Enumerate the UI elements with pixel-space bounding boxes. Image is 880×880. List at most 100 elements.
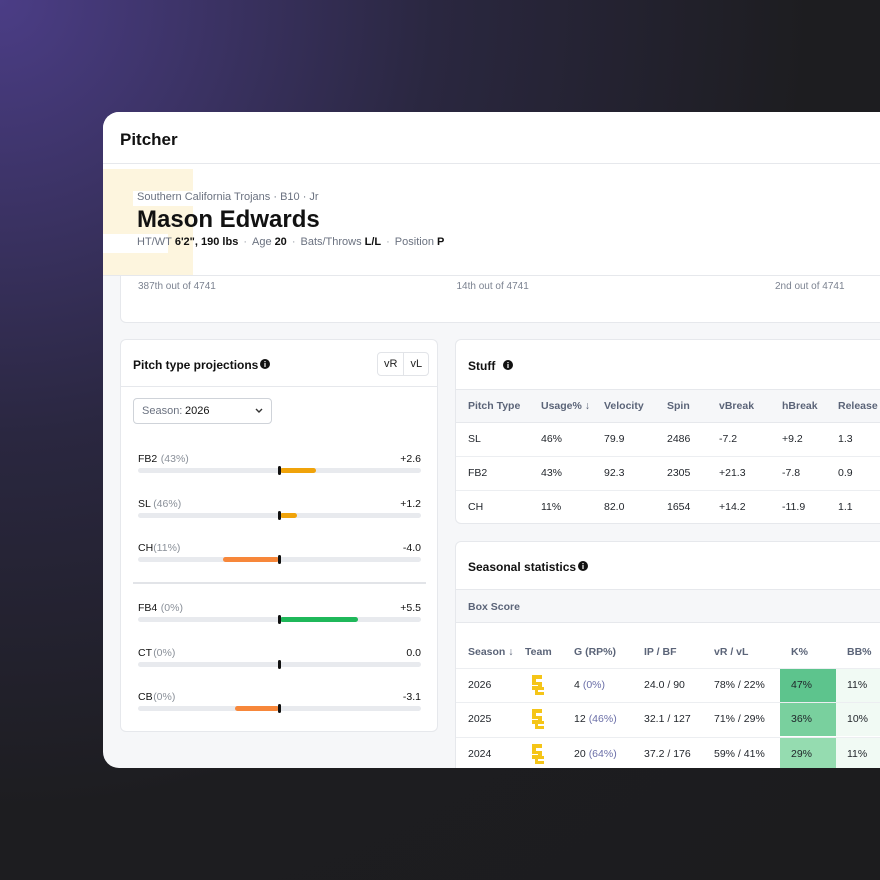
column-header: Spin	[667, 400, 690, 412]
pitch-value: -4.0	[402, 542, 421, 555]
center-tick	[278, 659, 281, 669]
bb-cell	[836, 703, 880, 737]
group-divider	[133, 582, 426, 584]
row-divider	[456, 668, 880, 669]
section-label: Box Score	[468, 601, 520, 613]
profile: Southern California Trojans · B10 · Jr M…	[103, 164, 880, 276]
detail-value: P	[436, 236, 445, 248]
projection-bar	[222, 557, 280, 563]
pitch-usage: (0%)	[160, 602, 183, 614]
team-logo	[532, 709, 544, 730]
detail-value: 20	[274, 236, 287, 248]
cell: -11.9	[782, 501, 806, 513]
cell: 2305	[667, 467, 691, 479]
projection-bar	[235, 706, 280, 712]
cell: 78% / 22%	[714, 679, 765, 691]
cell: 47%	[791, 679, 813, 691]
separator: ·	[291, 236, 296, 248]
info-icon[interactable]	[503, 360, 513, 370]
cell: 12 (46%)	[574, 713, 617, 725]
cell: 1654	[667, 501, 691, 513]
projection-bar	[279, 512, 297, 518]
detail-value: 6'2", 190 lbs	[174, 236, 239, 248]
cell: 1.1	[838, 501, 853, 513]
rank-label: 2nd out of 4741	[775, 281, 845, 292]
team-logo	[532, 743, 544, 764]
season-select[interactable]: Season: 2026	[133, 398, 272, 424]
header-bar: Pitcher	[103, 112, 880, 164]
pitch-value: +5.5	[400, 602, 421, 614]
pitch-usage: (0%)	[153, 646, 176, 659]
pitch-usage: (11%)	[153, 542, 181, 555]
info-icon[interactable]	[578, 561, 588, 571]
column-header: vBreak	[719, 400, 755, 412]
pitch-name: CB	[138, 691, 153, 704]
info-icon[interactable]	[260, 359, 270, 369]
separator: ·	[243, 236, 247, 248]
row-divider	[456, 736, 880, 738]
bb-cell	[836, 669, 880, 702]
cell: 82.0	[604, 501, 625, 513]
toggle-button[interactable]: vL	[403, 353, 428, 375]
page-title: Pitcher	[120, 130, 178, 149]
profile-subtitle: Southern California Trojans · B10 · Jr	[137, 191, 319, 203]
center-tick	[278, 466, 281, 475]
pitch-usage: (43%)	[160, 453, 189, 465]
panel-title: Stuff	[468, 359, 496, 373]
select-value: 2026	[185, 405, 210, 417]
cell: 4 (0%)	[574, 679, 605, 691]
team-logo	[532, 675, 544, 695]
cell: FB2	[468, 467, 488, 479]
cell: 1.3	[838, 433, 853, 445]
pitch-name: CT	[138, 646, 152, 659]
pitch-name: CH	[138, 542, 154, 555]
pitcher-card: Pitcher 387th out of 4741 14th out of 474…	[103, 112, 880, 768]
cell: 43%	[541, 467, 563, 479]
panel-title: Seasonal statistics	[468, 560, 577, 574]
rank-label: 387th out of 4741	[138, 281, 216, 292]
stuff-panel: Stuff Pitch Type Usage% ↓ Velocity Spin vBre…	[455, 339, 880, 524]
games: 4	[574, 679, 580, 691]
column-header: Velocity	[604, 400, 644, 412]
player-name: Mason Edwards	[137, 206, 320, 233]
divider	[121, 386, 437, 387]
detail-value: L/L	[364, 236, 382, 248]
cell: 11%	[847, 747, 868, 760]
column-header: IP / BF	[644, 646, 677, 658]
cell: 79.9	[604, 433, 625, 445]
select-label: Season:	[142, 405, 183, 417]
column-header: BB%	[847, 646, 872, 658]
chevron	[255, 408, 263, 413]
cell: 59% / 41%	[714, 747, 765, 760]
cell: 20 (64%)	[574, 748, 617, 760]
panel-title: Pitch type projections	[133, 358, 259, 372]
separator: ·	[386, 236, 390, 248]
split-toggle: vR vL	[377, 352, 430, 376]
k-cell	[780, 737, 836, 768]
column-header: Release S	[838, 400, 880, 412]
profile-details: HT/WT 6'2", 190 lbs · Age 20 · Bats/Throws L/L ·…	[137, 236, 444, 248]
cell: +14.2	[719, 501, 746, 513]
cell: 2025	[468, 713, 492, 726]
cell: CH	[468, 501, 484, 513]
detail-label: Position	[394, 236, 434, 248]
column-header: vR / vL	[714, 646, 749, 658]
cell: 37.2 / 176	[644, 747, 691, 760]
rp-pct: (46%)	[588, 713, 617, 726]
cell: 29%	[791, 747, 813, 760]
games: 12	[574, 713, 586, 726]
column-header: G (RP%)	[574, 646, 616, 658]
cell: 46%	[541, 433, 563, 445]
seasonal-panel: Seasonal statistics Box Score Season ↓ Te…	[455, 541, 880, 768]
rp-pct: (0%)	[582, 679, 606, 691]
cell: 11%	[541, 501, 562, 513]
pitch-value: +2.6	[400, 453, 421, 465]
cell: 92.3	[604, 467, 625, 479]
toggle-button[interactable]: vR	[384, 358, 398, 370]
cell: 0.9	[838, 467, 853, 479]
center-tick	[278, 510, 281, 520]
cell: 11%	[847, 679, 868, 691]
cell: 2024	[468, 747, 492, 760]
cell: -7.2	[719, 433, 738, 445]
cell: 36%	[791, 713, 813, 726]
